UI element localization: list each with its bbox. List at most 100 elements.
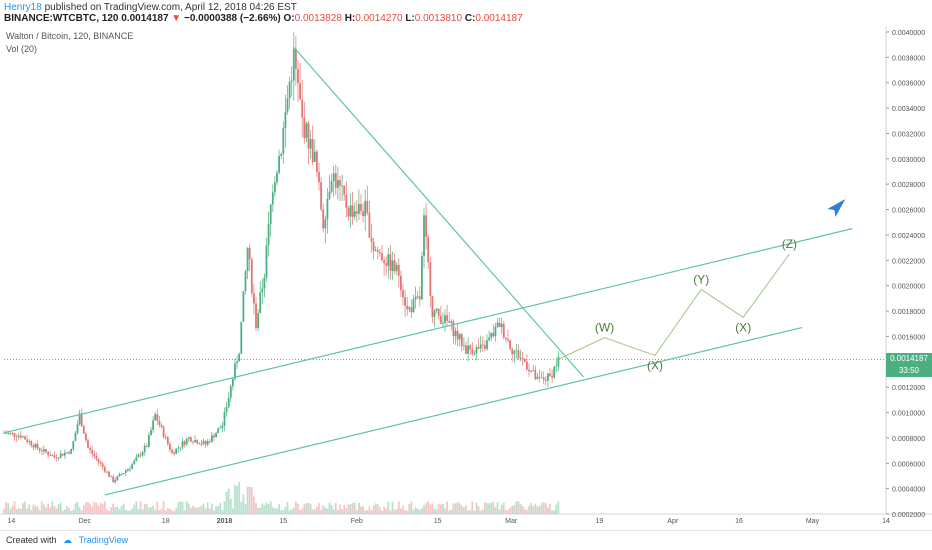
volume-bar — [330, 505, 333, 514]
candle-body — [248, 247, 251, 260]
candle-body — [257, 313, 259, 328]
volume-bar — [437, 504, 440, 514]
volume-bar — [400, 508, 402, 514]
candle-body — [137, 454, 140, 458]
candle-body — [425, 215, 427, 237]
price-chart[interactable]: 0.0040000 0.0038000 0.0036000 0.0034000 0.00… — [0, 26, 932, 528]
candle-body — [148, 435, 150, 447]
candle-body — [364, 200, 367, 217]
candle-body — [290, 80, 293, 82]
volume-bar — [278, 504, 280, 514]
volume-bar — [43, 504, 45, 514]
volume-bar — [133, 504, 136, 514]
candle-body — [190, 437, 192, 442]
y-tick-label: 0.0020000 — [892, 284, 925, 291]
candle-body — [521, 357, 524, 360]
volume-bar — [429, 504, 432, 514]
volume-bar — [143, 503, 146, 514]
candle-body — [265, 245, 268, 278]
volume-bar — [154, 509, 157, 514]
volume-bar — [427, 501, 430, 514]
candle-body — [534, 370, 537, 379]
volume-bar — [528, 506, 530, 514]
candle-body — [332, 173, 335, 182]
volume-bar — [379, 507, 381, 514]
volume-bar — [536, 506, 539, 514]
candle-body — [114, 479, 117, 483]
legend-volume: Vol (20) — [6, 44, 38, 54]
author-link[interactable]: Henry18 — [4, 2, 42, 13]
volume-bar — [513, 505, 516, 514]
volume-bar — [292, 507, 295, 514]
volume-bar — [206, 502, 209, 514]
volume-bar — [471, 501, 474, 514]
candle-body — [450, 321, 453, 323]
volume-bar — [80, 510, 83, 514]
volume-bar — [196, 507, 199, 514]
volume-bar — [253, 496, 255, 514]
candle-body — [51, 455, 54, 457]
candle-body — [267, 223, 270, 246]
candle-body — [74, 432, 77, 441]
volume-bar — [425, 502, 427, 514]
open-label: O: — [283, 13, 295, 24]
volume-bar — [391, 501, 394, 514]
y-tick-label: 0.0038000 — [892, 55, 925, 62]
volume-bar — [448, 510, 451, 514]
candle-body — [416, 296, 419, 298]
volume-bar — [355, 510, 358, 514]
candle-body — [91, 449, 94, 454]
change-value: −0.0000388 (−2.66%) — [183, 13, 281, 24]
candle-body — [513, 351, 516, 355]
candle-body — [76, 424, 79, 433]
candle-body — [547, 373, 549, 381]
candle-body — [282, 128, 285, 154]
y-tick-label: 0.0028000 — [892, 182, 925, 189]
candle-body — [284, 111, 287, 129]
volume-bar — [324, 507, 327, 514]
candle-body — [211, 435, 213, 442]
chart-area[interactable]: 0.0040000 0.0038000 0.0036000 0.0034000 0.00… — [0, 26, 932, 528]
volume-bar — [219, 503, 222, 514]
volume-bar — [99, 503, 102, 514]
volume-bar — [460, 505, 463, 514]
volume-bar — [148, 507, 150, 514]
tradingview-brand[interactable]: TradingView — [78, 535, 129, 545]
volume-bar — [553, 509, 556, 514]
candle-body — [381, 253, 383, 261]
volume-bar — [263, 505, 266, 514]
candle-body — [341, 185, 343, 187]
volume-bar — [213, 510, 215, 514]
candle-body — [469, 345, 472, 350]
candle-body — [17, 435, 20, 438]
candle-body — [127, 469, 129, 471]
candle-body — [82, 426, 85, 434]
candle-body — [549, 373, 551, 376]
candle-body — [32, 445, 35, 448]
volume-bar — [103, 501, 106, 514]
candle-body — [99, 461, 102, 464]
x-tick-label: 15 — [279, 518, 287, 525]
tradingview-logo-icon[interactable]: ☁ — [63, 535, 73, 545]
candle-body — [59, 453, 62, 458]
volume-bar — [135, 501, 138, 514]
volume-bar — [51, 501, 54, 514]
y-tick-label: 0.0034000 — [892, 106, 925, 113]
volume-bar — [101, 503, 104, 514]
candle-body — [169, 443, 171, 450]
volume-bar — [509, 507, 511, 514]
volume-bar — [40, 501, 43, 514]
candle-body — [456, 330, 459, 340]
candle-body — [322, 209, 325, 229]
volume-bar — [532, 506, 535, 514]
volume-bar — [185, 501, 188, 514]
candle-body — [429, 262, 432, 297]
volume-bar — [250, 486, 253, 514]
candle-body — [526, 361, 528, 370]
candle-body — [162, 426, 165, 437]
candle-body — [460, 334, 463, 347]
candle-body — [271, 192, 274, 205]
trendline-descending — [293, 46, 585, 378]
volume-bar — [288, 510, 291, 514]
candle-body — [347, 208, 350, 217]
